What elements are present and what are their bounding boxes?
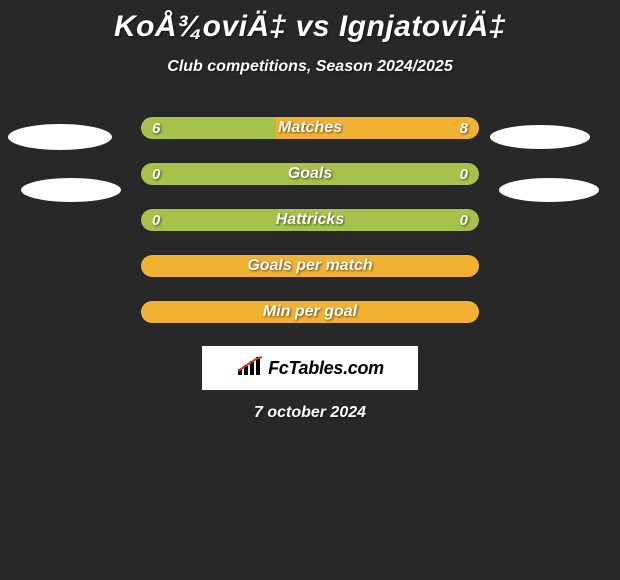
stat-bar-right: [276, 117, 479, 139]
date: 7 october 2024: [0, 404, 620, 422]
decor-ellipse-left-top: [8, 124, 112, 150]
decor-ellipse-right-top: [490, 125, 590, 149]
stat-bar: [140, 208, 480, 232]
title: KoÅ¾oviÄ‡ vs IgnjatoviÄ‡: [0, 0, 620, 44]
stat-bar-left: [141, 209, 479, 231]
stat-bar: [140, 300, 480, 324]
subtitle: Club competitions, Season 2024/2025: [0, 58, 620, 76]
stat-bar-left: [141, 163, 479, 185]
brand-box: FcTables.com: [202, 346, 418, 390]
brand-bars-icon: [236, 355, 264, 382]
stat-bar: [140, 162, 480, 186]
stat-bar-left: [141, 255, 479, 277]
decor-ellipse-right-bot: [499, 178, 599, 202]
stat-bar-left: [141, 117, 276, 139]
stat-row: Hattricks00: [140, 208, 480, 232]
stat-bar: [140, 254, 480, 278]
brand-inner: FcTables.com: [236, 355, 384, 382]
stat-row: Goals per match: [140, 254, 480, 278]
stat-bar: [140, 116, 480, 140]
brand-text: FcTables.com: [268, 358, 384, 379]
stat-row: Goals00: [140, 162, 480, 186]
decor-ellipse-left-bot: [21, 178, 121, 202]
stat-row: Matches68: [140, 116, 480, 140]
stat-row: Min per goal: [140, 300, 480, 324]
stat-bar-left: [141, 301, 479, 323]
comparison-card: KoÅ¾oviÄ‡ vs IgnjatoviÄ‡ Club competitio…: [0, 0, 620, 580]
